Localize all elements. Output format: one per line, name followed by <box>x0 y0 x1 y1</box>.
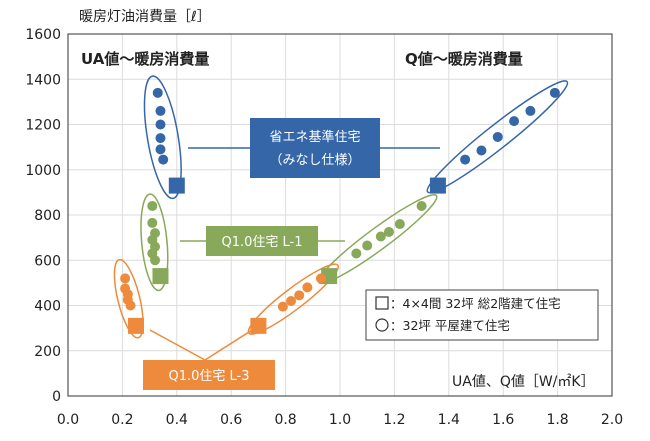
group-ellipse <box>143 75 182 200</box>
data-point-circle <box>509 116 520 127</box>
plot-frame <box>67 33 613 397</box>
label-orange: Q1.0住宅 L-3 <box>143 360 275 390</box>
data-point-circle <box>394 219 405 230</box>
x-tick-label: 1.8 <box>546 412 568 428</box>
connector-orange-left <box>149 329 206 361</box>
data-point-circle <box>549 87 560 98</box>
label-orange-text: Q1.0住宅 L-3 <box>168 369 249 384</box>
data-point-circle <box>277 301 288 312</box>
left-header: UA値〜暖房消費量 <box>81 50 209 68</box>
group-ellipses <box>113 75 569 339</box>
data-point-square <box>152 268 169 285</box>
x-tick-label: 1.2 <box>383 412 405 428</box>
x-axis-title: UA値、Q値［W/㎡K］ <box>452 374 595 390</box>
data-point-square <box>128 317 144 334</box>
y-tick-label: 400 <box>34 299 61 315</box>
x-tick-label: 1.6 <box>492 412 514 428</box>
x-tick-label: 0.0 <box>57 412 79 428</box>
y-tick-label: 1200 <box>25 118 61 134</box>
y-tick-label: 800 <box>34 208 61 224</box>
legend-box <box>365 289 599 341</box>
group-ellipse <box>247 263 340 335</box>
data-point-circle <box>375 231 386 242</box>
data-point-circle <box>155 119 166 130</box>
x-tick-label: 2.0 <box>601 412 623 428</box>
y-tick-label: 600 <box>34 253 61 269</box>
label-green: Q1.0住宅 L-1 <box>206 226 318 256</box>
x-tick-label: 0.2 <box>111 412 133 428</box>
label-blue-box <box>250 118 380 178</box>
tick-labels: 0 200 400 600 800 1000 1200 1400 1600 0.0 0.2 0.4 0.… <box>25 27 623 428</box>
data-point-circle <box>125 300 136 311</box>
data-point-circle <box>362 240 373 251</box>
x-tick-label: 0.6 <box>220 412 242 428</box>
data-point-circle <box>158 154 169 165</box>
data-point-circle <box>492 131 503 142</box>
x-tick-label: 1.4 <box>438 412 460 428</box>
chart-title: 暖房灯油消費量［ℓ］ <box>79 9 211 25</box>
data-point-circle <box>302 282 313 293</box>
data-point-square <box>168 177 185 194</box>
data-point-circle <box>155 133 166 144</box>
data-point-circle <box>416 200 427 211</box>
group-ellipse <box>426 80 569 194</box>
y-tick-label: 0 <box>52 389 61 405</box>
group-ellipse <box>113 258 144 339</box>
data-marks <box>120 87 560 334</box>
data-point-circle <box>294 290 305 301</box>
data-point-circle <box>150 255 161 266</box>
label-orange-box <box>143 360 275 390</box>
right-header: Q値〜暖房消費量 <box>405 50 523 68</box>
data-point-square <box>250 317 267 334</box>
legend-square-marker <box>375 296 389 310</box>
data-point-circle <box>525 105 536 116</box>
data-point-circle <box>147 217 158 228</box>
data-point-circle <box>155 105 166 116</box>
label-blue-text-1: 省エネ基準住宅 <box>269 129 360 145</box>
grid <box>68 33 613 396</box>
x-tick-label: 1.0 <box>329 412 351 428</box>
data-point-circle <box>286 295 297 306</box>
y-tick-label: 1600 <box>25 27 61 43</box>
data-point-circle <box>476 145 487 156</box>
legend: ：4×4間 32坪 総2階建て住宅 ：32坪 平屋建て住宅 <box>365 289 599 341</box>
data-point-circle <box>315 273 326 284</box>
data-point-square <box>429 177 446 194</box>
data-point-circle <box>152 87 163 98</box>
label-blue: 省エネ基準住宅 （みなし仕様） <box>250 118 380 178</box>
axes <box>67 33 613 397</box>
data-point-circle <box>120 273 131 284</box>
legend-circle-marker <box>375 318 389 332</box>
legend-square-text: ：4×4間 32坪 総2階建て住宅 <box>390 296 561 311</box>
x-tick-label: 0.4 <box>166 412 188 428</box>
data-point-circle <box>460 154 471 165</box>
label-green-text: Q1.0住宅 L-1 <box>221 235 302 250</box>
data-point-circle <box>351 248 362 259</box>
x-tick-label: 0.8 <box>274 412 296 428</box>
label-blue-text-2: （みなし仕様） <box>269 153 360 168</box>
legend-circle-text: ：32坪 平屋建て住宅 <box>390 318 510 333</box>
y-tick-label: 200 <box>34 344 61 360</box>
y-tick-label: 1400 <box>25 72 61 88</box>
data-point-circle <box>147 200 158 211</box>
label-green-box <box>206 226 318 256</box>
data-point-circle <box>155 144 166 155</box>
group-ellipse <box>140 193 169 292</box>
y-tick-label: 1000 <box>25 163 61 179</box>
data-point-circle <box>383 226 394 237</box>
